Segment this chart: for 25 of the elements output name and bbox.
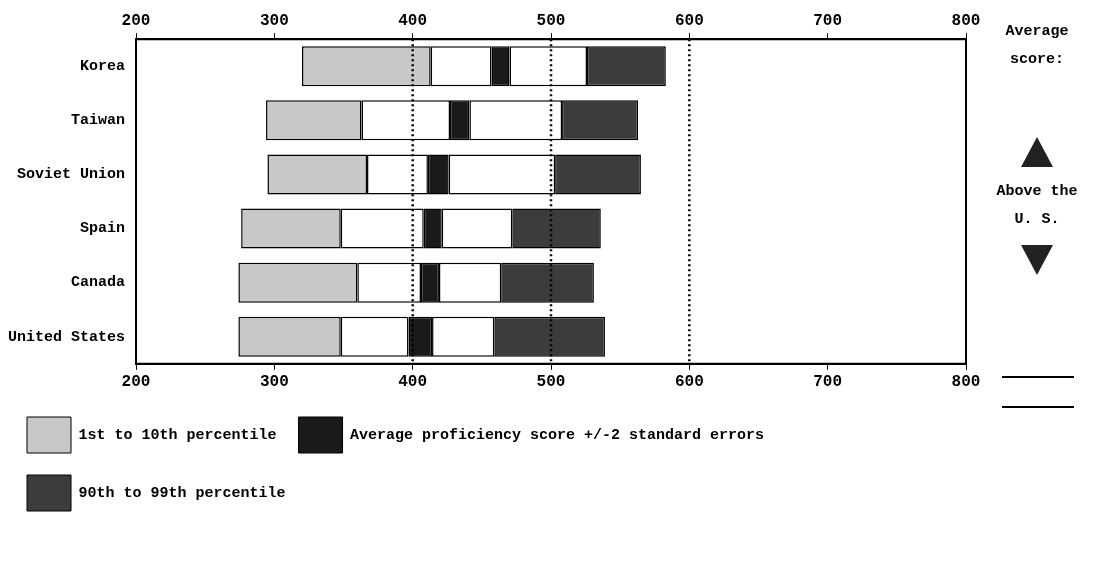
y-tick-label: Spain [80,220,126,238]
legend-label: 1st to 10th percentile [78,426,277,444]
x2-tick-label: 500 [536,11,566,30]
y-tick-label: Korea [80,58,126,76]
x-tick-label: 600 [674,373,704,392]
x-tick-label: 300 [259,373,289,392]
x-tick-label: 500 [536,373,566,392]
text: Above the U. S. [995,182,1079,230]
x2-tick-label: 300 [259,11,289,30]
x-tick-label: 400 [398,373,428,392]
x-tick-label: 800 [951,373,981,392]
y-tick-label: Canada [71,274,126,292]
x2-tick-label: 700 [813,11,843,30]
x2-tick-label: 800 [951,11,981,30]
x-tick-label: 200 [121,373,151,392]
y-tick-label: United States [7,328,126,346]
legend-label: Average proficiency score +/-2 standard errors [350,426,765,444]
legend-label: 90th to 99th percentile [78,484,286,502]
x2-tick-label: 200 [121,11,151,30]
x2-tick-label: 400 [398,11,428,30]
text: Average score: [1004,22,1070,70]
y-tick-label: Taiwan [71,112,126,130]
x2-tick-label: 600 [674,11,704,30]
x-tick-label: 700 [813,373,843,392]
y-tick-label: Soviet Union [16,166,126,184]
